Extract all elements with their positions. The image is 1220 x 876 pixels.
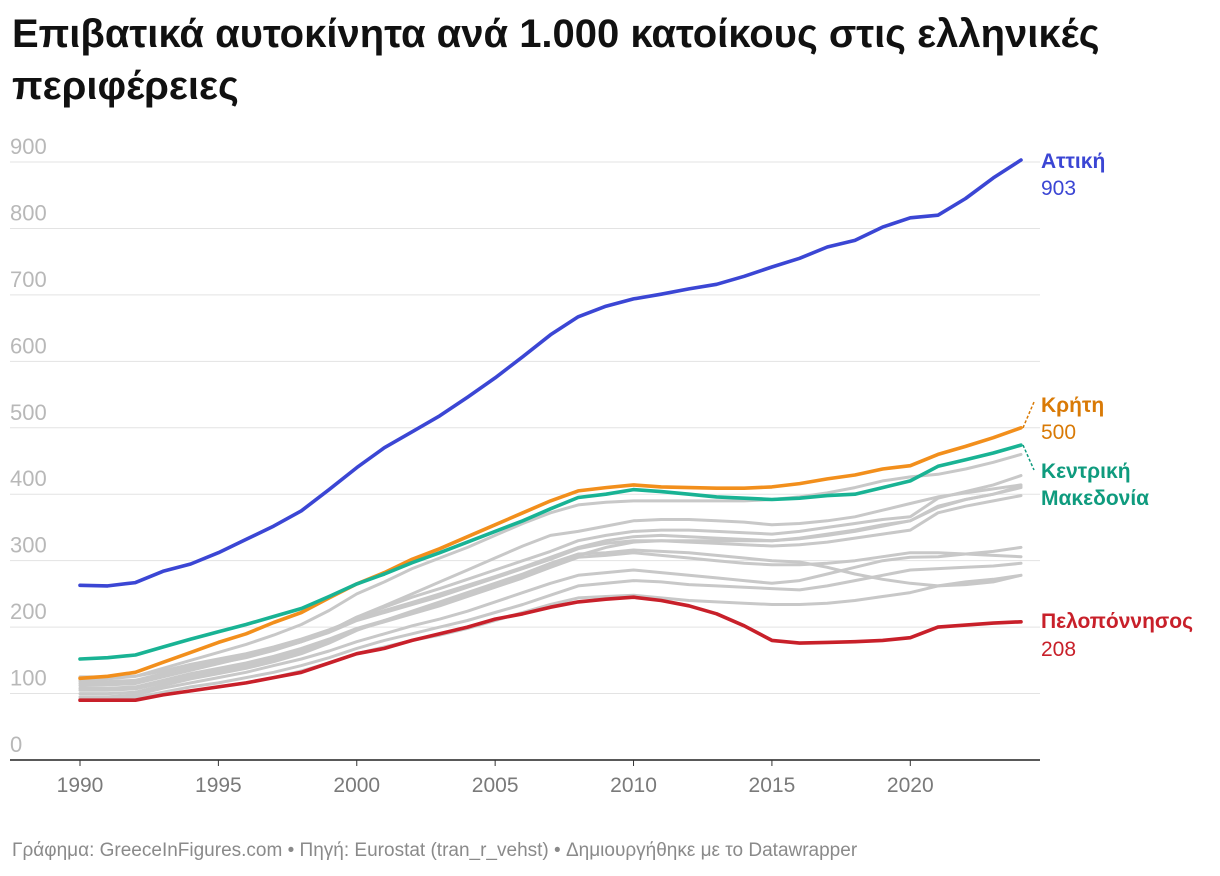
label-kentriki-name-line2: Μακεδονία [1041,487,1149,510]
y-tick-label: 700 [10,267,47,292]
series-line-highlight [78,595,1023,702]
series-line-background [78,551,1023,692]
series-labels: Αττική 903 Κρήτη 500 Κεντρική Μακεδονία Πελοπό… [1022,150,1193,661]
y-tick-label: 900 [10,134,47,159]
series-line-background [78,483,1023,688]
y-axis-ticks: 0 100 200 300 400 500 600 700 800 900 [10,134,47,757]
grid-lines [10,161,1040,761]
y-tick-label: 400 [10,466,47,491]
series-line-highlight [78,443,1023,661]
x-tick-label: 2010 [610,774,657,797]
y-tick-label: 500 [10,400,47,425]
series-line-background [78,494,1023,684]
label-pelop-value: 208 [1041,638,1076,661]
x-tick-label: 2020 [887,774,934,797]
x-tick-label: 2000 [333,774,380,797]
series-line-highlight [78,158,1023,588]
y-tick-label: 300 [10,533,47,558]
series-line-background [78,561,1023,701]
series-line-background [78,548,1023,696]
series-line-background [78,545,1023,699]
highlight-series-group [78,158,1023,702]
label-kriti-value: 500 [1041,421,1076,444]
series-line-background [78,452,1023,682]
y-tick-label: 0 [10,732,22,757]
label-attiki-value: 903 [1041,177,1076,200]
series-line-highlight [78,426,1023,681]
chart-title: Επιβατικά αυτοκίνητα ανά 1.000 κατοίκους… [12,12,1100,108]
x-tick-label: 1995 [195,774,242,797]
label-kriti-connector [1022,401,1035,429]
source-footer: Γράφημα: GreeceInFigures.com • Πηγή: Eur… [12,840,858,861]
x-tick-label: 2005 [472,774,519,797]
x-tick-label: 2015 [749,774,796,797]
label-kentriki-name-line1: Κεντρική [1041,460,1131,483]
label-pelop-name: Πελοπόννησος [1041,610,1193,633]
y-tick-label: 600 [10,333,47,358]
x-tick-label: 1990 [57,774,104,797]
y-tick-label: 200 [10,599,47,624]
label-kriti-name: Κρήτη [1041,394,1104,417]
label-kentriki-connector [1022,444,1035,471]
background-series-group [78,452,1023,702]
line-chart: 0 100 200 300 400 500 600 700 800 900 1990 1995 200… [10,134,1193,797]
y-tick-label: 800 [10,200,47,225]
y-tick-label: 100 [10,666,47,691]
x-axis-ticks: 1990 1995 2000 2005 2010 2015 2020 [57,760,934,797]
label-attiki-name: Αττική [1041,150,1105,173]
